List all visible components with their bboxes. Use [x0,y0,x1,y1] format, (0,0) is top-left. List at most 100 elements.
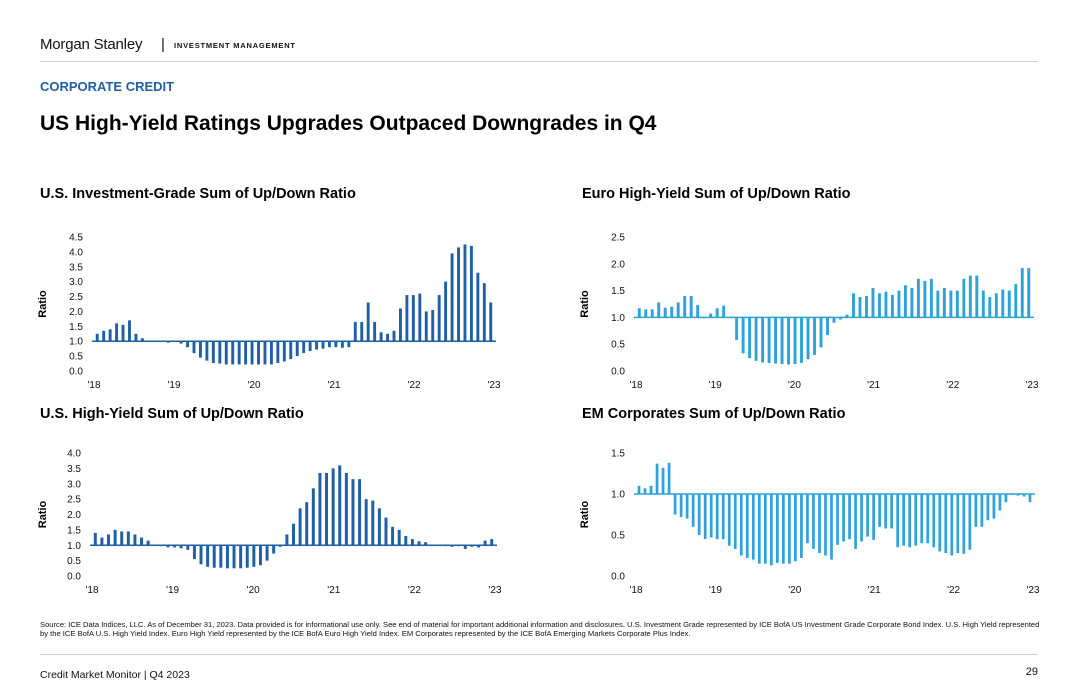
bar [650,309,654,318]
y-tick-label: 2.5 [611,233,625,244]
bar [877,293,881,318]
bar [252,545,256,567]
bar [839,317,842,320]
bar [258,545,262,566]
bar [813,317,816,355]
x-tick-label: '19 [167,380,180,391]
y-tick-label: 1.0 [611,313,625,324]
bar [269,341,273,365]
x-tick-label: '19 [709,380,722,391]
bar [285,534,289,546]
page-title: US High-Yield Ratings Upgrades Outpaced … [40,112,657,135]
bar [903,285,907,318]
bar [763,494,767,564]
bar [968,275,972,318]
bar [637,308,641,318]
bar [956,494,960,554]
bar [673,494,677,515]
bar [121,324,125,342]
x-tick-label: '18 [629,585,642,596]
bar [128,320,131,342]
bar [245,545,249,568]
bar [1022,494,1026,497]
bar [932,494,936,548]
bar [663,307,667,318]
bar [679,494,683,517]
bar [767,317,771,363]
bar [199,341,202,358]
bar [463,545,467,549]
bar [866,494,869,537]
bar [938,494,942,552]
bar [410,539,414,546]
x-tick-label: '18 [629,380,642,391]
bar [391,526,395,546]
bar [311,488,315,546]
bar [830,494,833,560]
y-axis-label: Ratio [37,290,49,318]
bar [173,545,177,548]
y-tick-label: 2.0 [611,259,625,270]
bar [384,517,388,546]
y-tick-label: 1.5 [611,449,625,460]
bar [689,295,693,318]
x-tick-label: '21 [327,585,340,596]
footer-divider [40,654,1038,655]
bar [793,317,797,365]
bar [295,341,299,357]
bar [872,494,875,540]
bar [305,502,309,546]
bar [186,545,190,550]
bar [910,287,914,318]
bar [218,341,222,364]
bar [992,494,996,519]
bar [231,341,235,365]
y-tick-label: 2.5 [67,495,81,506]
chart-title-euro: Euro High-Yield Sum of Up/Down Ratio [582,186,851,202]
bar [929,278,933,318]
bar [788,494,791,564]
bar [754,317,758,361]
brand-logo: Morgan Stanley [40,36,143,53]
bar [936,290,940,318]
bar [364,499,368,546]
bar [113,529,117,546]
y-tick-label: 3.5 [69,262,83,273]
x-tick-label: '18 [87,380,100,391]
bar [865,295,868,318]
bar [490,539,494,546]
bar [890,294,894,318]
bar [819,317,823,348]
bar [392,330,396,342]
bar [192,545,196,560]
bar [920,494,924,544]
y-tick-label: 3.5 [67,464,81,475]
bar [727,494,731,546]
y-tick-label: 2.0 [67,510,81,521]
bar [667,462,671,494]
bar [379,332,383,342]
bar [962,494,966,554]
bar [276,341,280,363]
x-tick-label: '18 [85,585,98,596]
bar [250,341,254,365]
y-tick-label: 1.5 [67,525,81,536]
y-tick-label: 1.0 [69,337,83,348]
bar [871,287,875,318]
bar [444,281,448,342]
bar [1027,268,1031,318]
y-tick-label: 0.0 [67,572,81,583]
page-number: 29 [1025,666,1038,678]
x-tick-label: '20 [788,380,801,391]
bar [824,494,827,556]
bar [949,290,953,318]
bar [703,494,707,540]
y-tick-label: 0.5 [67,556,81,567]
bar [239,545,243,569]
bar [926,494,930,544]
x-tick-label: '21 [868,585,881,596]
y-axis-label: Ratio [37,500,49,528]
bar [721,494,725,540]
bar [424,311,428,342]
